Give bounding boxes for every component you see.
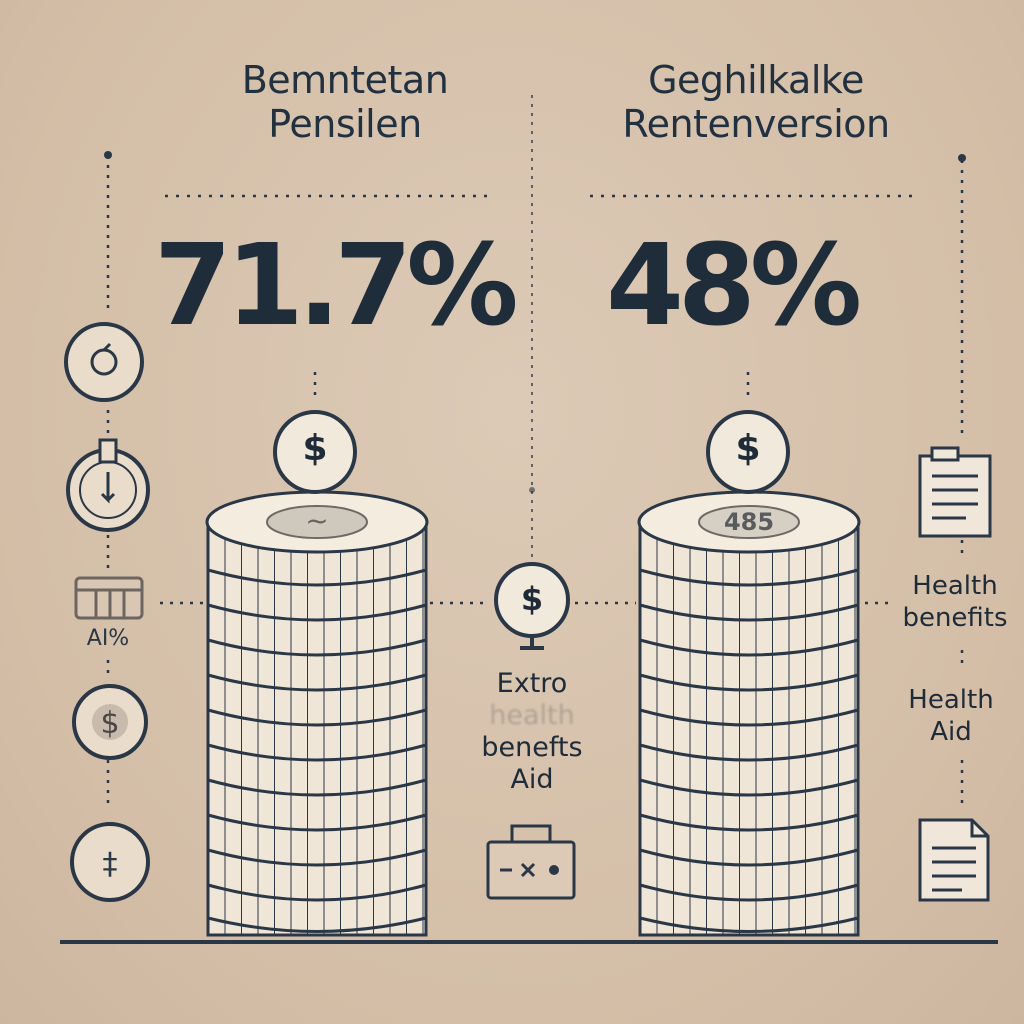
bank-building-icon: [74, 576, 144, 620]
document-list-icon: [918, 818, 990, 902]
document-list-icon: [918, 446, 992, 538]
left-top-coin-icon: $: [302, 428, 328, 469]
middle-dollar-badge-icon: $: [520, 580, 544, 618]
right-top-coin-icon: $: [735, 428, 761, 469]
clock-coin-icon: [64, 322, 144, 402]
middle-label-line4: Aid: [510, 764, 554, 795]
left-title: Bemntetan Pensilen: [190, 58, 500, 146]
middle-label-line2: health: [489, 700, 575, 731]
currency-coin-icon: ‡: [70, 822, 150, 902]
middle-label-line3: benefts: [481, 732, 583, 763]
right-label-a-line2: benefits: [902, 603, 1008, 633]
right-title: Geghilkalke Rentenversion: [584, 58, 928, 146]
power-coin-icon: [66, 438, 150, 532]
right-label-a-line1: Health: [912, 571, 998, 601]
right-percentage: 48%: [606, 221, 862, 351]
svg-text:~: ~: [305, 504, 328, 537]
right-stack-top-label: 485: [723, 508, 775, 536]
right-label-b-line1: Health: [908, 685, 994, 715]
left-percentage: 71.7%: [154, 221, 519, 351]
left-side-label: AI%: [86, 626, 130, 651]
svg-text:‡: ‡: [103, 847, 118, 882]
right-title-line1: Geghilkalke: [648, 58, 864, 102]
dollar-coin-icon: $: [72, 684, 148, 760]
left-title-line2: Pensilen: [268, 102, 422, 146]
right-title-line2: Rentenversion: [622, 102, 890, 146]
middle-label-line1: Extro: [496, 668, 568, 699]
right-label-b-line2: Aid: [930, 717, 972, 747]
svg-text:$: $: [100, 706, 119, 741]
left-title-line1: Bemntetan: [241, 58, 449, 102]
